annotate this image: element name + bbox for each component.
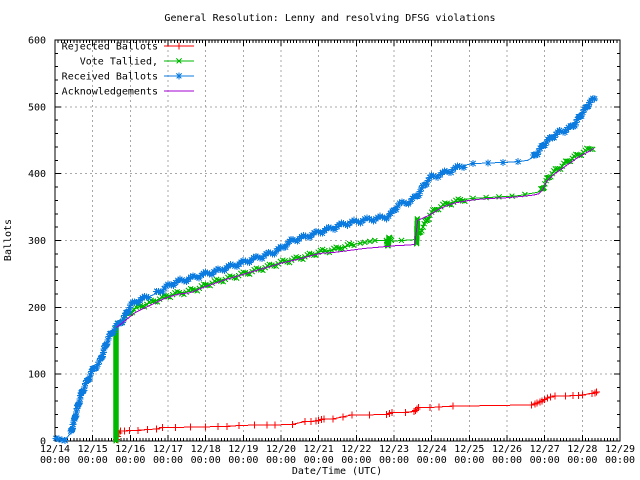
legend-sample-marker <box>175 72 183 80</box>
x-tick-label: 12/14 <box>40 444 70 455</box>
x-tick-label: 12/29 <box>605 444 635 455</box>
x-tick-sublabel: 00:00 <box>417 455 447 466</box>
y-axis-label: Ballots <box>3 219 14 261</box>
x-tick-label: 12/25 <box>454 444 484 455</box>
y-tick-label: 200 <box>28 303 46 314</box>
legend-entry-acknowledgements: Acknowledgements <box>62 87 194 98</box>
x-tick-label: 12/16 <box>115 444 145 455</box>
legend-entry-vote-tallied: Vote Tallied, <box>80 57 194 68</box>
x-tick-sublabel: 00:00 <box>530 455 560 466</box>
x-tick-sublabel: 00:00 <box>266 455 296 466</box>
x-tick-label: 12/27 <box>530 444 560 455</box>
x-tick-sublabel: 00:00 <box>304 455 334 466</box>
x-tick-sublabel: 00:00 <box>605 455 635 466</box>
y-tick-label: 100 <box>28 370 46 381</box>
series-received-ballots <box>52 94 599 444</box>
series-line <box>116 147 594 328</box>
x-tick-label: 12/28 <box>567 444 597 455</box>
x-tick-sublabel: 00:00 <box>341 455 371 466</box>
grid-layer <box>55 40 620 441</box>
x-tick-label: 12/19 <box>228 444 258 455</box>
chart-title: General Resolution: Lenny and resolving … <box>164 13 495 24</box>
legend-entry-rejected-ballots: Rejected Ballots <box>62 42 194 53</box>
legend-label: Vote Tallied, <box>80 57 158 68</box>
x-tick-sublabel: 00:00 <box>379 455 409 466</box>
y-tick-label: 500 <box>28 102 46 113</box>
series-line <box>55 99 596 441</box>
y-tick-label: 400 <box>28 169 46 180</box>
x-tick-sublabel: 00:00 <box>153 455 183 466</box>
x-tick-label: 12/21 <box>304 444 334 455</box>
series-acknowledgements <box>116 147 594 328</box>
x-tick-label: 12/26 <box>492 444 522 455</box>
series-layer <box>52 94 601 444</box>
x-tick-sublabel: 00:00 <box>228 455 258 466</box>
x-tick-label: 12/22 <box>341 444 371 455</box>
series-markers <box>113 145 596 444</box>
x-tick-sublabel: 00:00 <box>115 455 145 466</box>
y-tick-label: 600 <box>28 36 46 47</box>
x-tick-label: 12/18 <box>191 444 221 455</box>
legend-entry-received-ballots: Received Ballots <box>62 72 194 83</box>
series-vote-tallied <box>113 145 596 444</box>
x-tick-sublabel: 00:00 <box>454 455 484 466</box>
x-tick-sublabel: 00:00 <box>191 455 221 466</box>
legend-sample-marker <box>176 58 182 64</box>
legend-sample-marker <box>175 42 183 50</box>
x-tick-sublabel: 00:00 <box>78 455 108 466</box>
x-tick-label: 12/23 <box>379 444 409 455</box>
series-markers <box>52 94 599 444</box>
x-tick-label: 12/20 <box>266 444 296 455</box>
x-tick-label: 12/15 <box>78 444 108 455</box>
x-tick-sublabel: 00:00 <box>40 455 70 466</box>
x-tick-sublabel: 00:00 <box>492 455 522 466</box>
legend-label: Rejected Ballots <box>62 42 158 53</box>
legend-label: Acknowledgements <box>62 87 158 98</box>
legend: Rejected Ballots Vote Tallied, Received Ba… <box>62 42 194 98</box>
y-tick-label: 300 <box>28 236 46 247</box>
y-tick-label: 0 <box>40 437 46 448</box>
x-tick-sublabel: 00:00 <box>567 455 597 466</box>
x-tick-label: 12/24 <box>417 444 447 455</box>
x-axis-label: Date/Time (UTC) <box>292 466 382 477</box>
legend-label: Received Ballots <box>62 72 158 83</box>
x-tick-label: 12/17 <box>153 444 183 455</box>
